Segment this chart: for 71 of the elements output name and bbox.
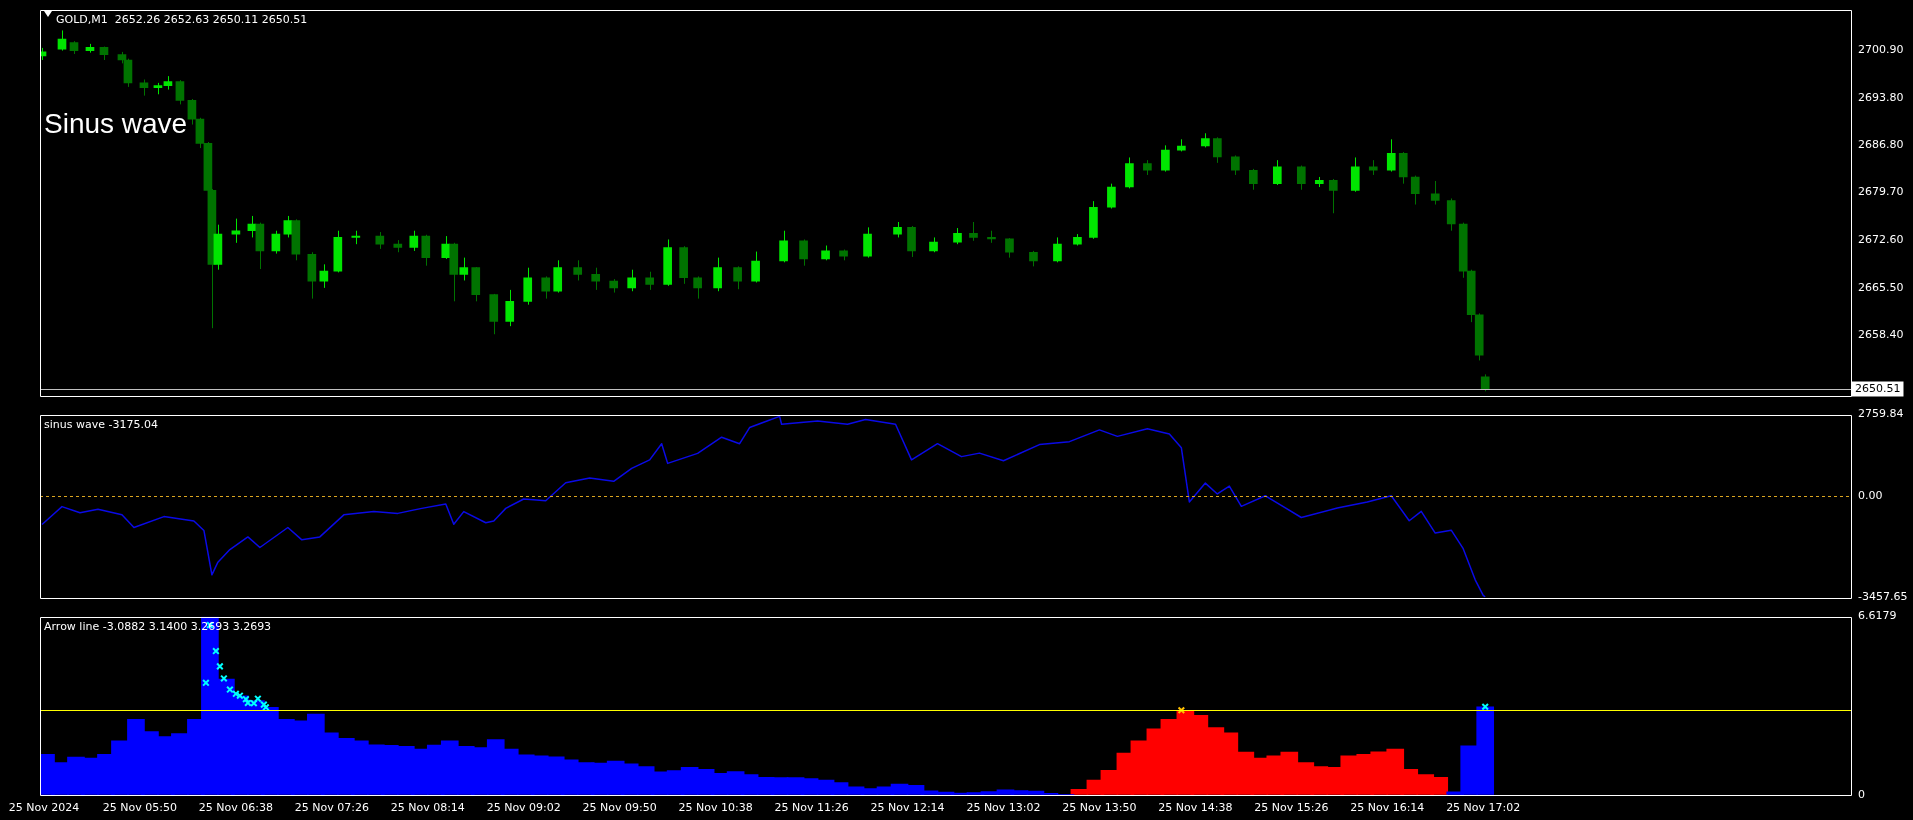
x-tick-label: 25 Nov 09:50 <box>582 801 657 815</box>
x-tick-label: 25 Nov 16:14 <box>1350 801 1425 815</box>
candlestick <box>1328 178 1338 214</box>
x-tick-label: 25 Nov 05:50 <box>102 801 178 815</box>
candlestick <box>1053 236 1062 263</box>
candlestick <box>187 98 197 126</box>
x-tick-label: 25 Nov 09:02 <box>486 801 561 815</box>
candlestick <box>1296 165 1306 191</box>
x-tick-label: 25 Nov 12:14 <box>870 801 945 815</box>
candlestick <box>1386 138 1396 173</box>
candlestick <box>283 215 293 238</box>
ref-line-label: 2650.51 <box>1855 382 1901 396</box>
candlestick <box>409 230 419 252</box>
candlestick <box>645 271 654 291</box>
y-tick-label: 2700.90 <box>1858 42 1904 56</box>
x-tick-label: 25 Nov 13:02 <box>966 801 1041 815</box>
candlestick <box>713 257 722 292</box>
x-tick-label: 25 Nov 08:14 <box>390 801 465 815</box>
candlestick <box>799 238 808 267</box>
y-tick-label: 2658.40 <box>1858 328 1904 342</box>
y-tick-label: 2679.70 <box>1858 185 1904 199</box>
point <box>226 685 234 694</box>
candlestick <box>175 79 185 105</box>
x-tick-label: 25 Nov 17:02 <box>1446 801 1521 815</box>
candlestick <box>421 234 431 267</box>
candlestick <box>271 230 281 255</box>
candlestick <box>505 289 515 327</box>
y-tick-label: 6.6179 <box>1858 609 1897 623</box>
candlestick <box>1161 144 1170 173</box>
candlestick <box>969 221 978 242</box>
annotation: Sinus wave <box>44 108 188 140</box>
x-tick-label: 25 Nov 15:26 <box>1254 801 1329 815</box>
y-tick-label: 0 <box>1858 787 1865 801</box>
candlestick <box>693 275 702 300</box>
y-tick-label: 2686.80 <box>1858 137 1904 151</box>
x-tick-label: 25 Nov 11:26 <box>774 801 849 815</box>
x-tick-label: 25 Nov 10:38 <box>678 801 753 815</box>
candlestick <box>591 267 601 291</box>
candlestick <box>1213 136 1222 164</box>
candlestick <box>1430 180 1440 206</box>
point <box>236 691 244 700</box>
x-tick-label: 25 Nov 06:38 <box>198 801 273 815</box>
chart-title: sinus wave -3175.04 <box>44 417 158 431</box>
candlestick <box>57 29 67 52</box>
candlestick <box>863 226 872 259</box>
x-tick-label: 25 Nov 14:38 <box>1158 801 1233 815</box>
candlestick <box>751 251 760 283</box>
y-tick-label: 2693.80 <box>1858 90 1904 104</box>
y-tick-label: 2759.84 <box>1858 407 1904 421</box>
y-tick-label: -3457.65 <box>1858 590 1908 604</box>
x-tick-label: 25 Nov 13:50 <box>1062 801 1137 815</box>
candlestick <box>779 230 788 263</box>
candlestick <box>573 259 583 281</box>
candlestick <box>1272 159 1282 186</box>
candlestick <box>1231 154 1240 176</box>
candlestick <box>459 257 469 281</box>
y-tick-label: 2672.60 <box>1858 233 1904 246</box>
candlestick <box>1005 237 1014 259</box>
x-tick-label: 25 Nov 2024 <box>8 801 80 815</box>
candlestick <box>231 218 241 244</box>
x-tick-label: 25 Nov 07:26 <box>294 801 369 815</box>
candlestick <box>627 269 636 292</box>
candlestick <box>541 275 551 300</box>
candlestick <box>1249 168 1258 191</box>
chart-title: GOLD,M1 2652.26 2652.63 2650.11 2650.51 <box>56 12 308 26</box>
candlestick <box>1410 175 1420 206</box>
candlestick <box>1107 183 1116 210</box>
y-tick-label: 0.00 <box>1858 488 1883 502</box>
candlestick <box>733 265 742 290</box>
candlestick <box>441 235 451 260</box>
y-tick-label: 2665.50 <box>1858 280 1904 294</box>
